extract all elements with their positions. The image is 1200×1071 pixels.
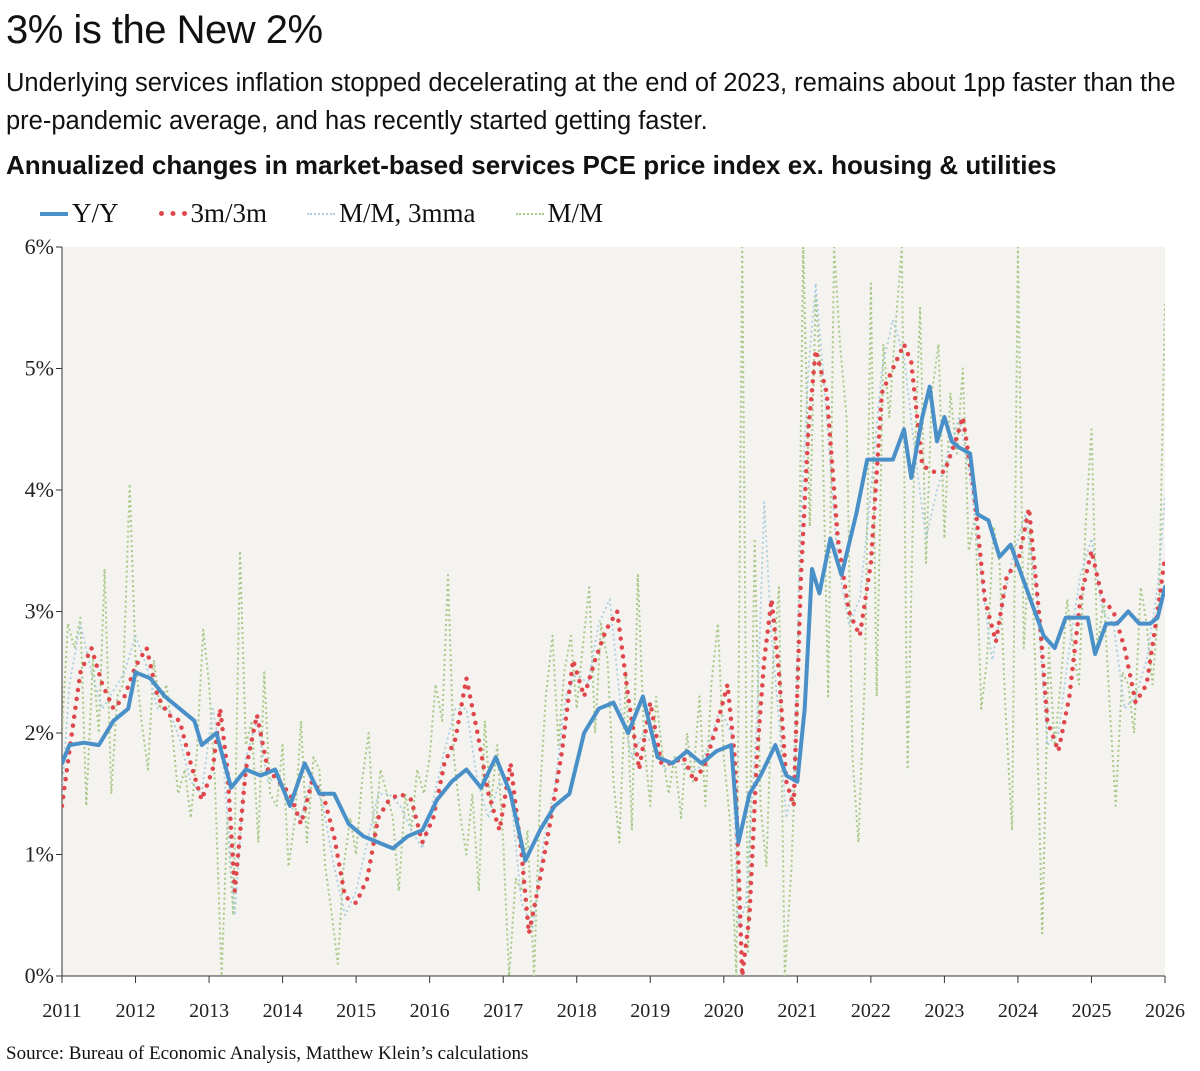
series-mma-line xyxy=(62,282,1165,929)
x-tick-label: 2019 xyxy=(630,1000,670,1022)
x-tick-label: 2015 xyxy=(336,1000,376,1022)
x-tick-label: 2018 xyxy=(557,1000,597,1022)
y-tick-label: 0% xyxy=(25,963,54,988)
y-tick-label: 3% xyxy=(25,599,54,624)
legend-swatch-yy xyxy=(40,211,68,216)
legend-item-3m: 3m/3m xyxy=(158,198,268,229)
series-yy-line xyxy=(62,384,1165,863)
x-tick-label: 2017 xyxy=(483,1000,523,1022)
legend-label-yy: Y/Y xyxy=(72,198,119,228)
plot-background xyxy=(62,247,1165,976)
x-tick-label: 2014 xyxy=(263,1000,303,1022)
x-tick-label: 2026 xyxy=(1145,1000,1185,1022)
legend-label-mm: M/M xyxy=(547,198,604,228)
x-tick-label: 2024 xyxy=(998,1000,1038,1022)
legend-swatch-mma xyxy=(307,212,336,215)
chart-legend: Y/Y 3m/3m M/M, 3mma M/M xyxy=(40,198,603,229)
chart-title: Annualized changes in market-based servi… xyxy=(6,150,1057,180)
legend-label-mma: M/M, 3mma xyxy=(339,198,476,228)
x-tick-label: 2011 xyxy=(42,1000,81,1022)
legend-swatch-3m xyxy=(158,211,187,216)
x-tick-label: 2022 xyxy=(851,1000,891,1022)
x-tick-label: 2012 xyxy=(116,1000,156,1022)
x-tick-label: 2016 xyxy=(410,1000,450,1022)
page-title: 3% is the New 2% xyxy=(6,8,323,52)
x-tick-label: 2025 xyxy=(1071,1000,1111,1022)
y-tick-label: 6% xyxy=(25,234,54,259)
legend-label-3m: 3m/3m xyxy=(190,198,268,228)
y-tick-label: 5% xyxy=(25,356,54,381)
x-tick-label: 2021 xyxy=(777,1000,817,1022)
x-tick-label: 2020 xyxy=(704,1000,744,1022)
page-subtitle: Underlying services inflation stopped de… xyxy=(6,69,1176,135)
legend-item-mm: M/M xyxy=(515,198,604,229)
legend-item-mma: M/M, 3mma xyxy=(307,198,476,229)
legend-item-yy: Y/Y xyxy=(40,198,119,229)
legend-swatch-mm xyxy=(515,212,544,215)
x-tick-label: 2023 xyxy=(924,1000,964,1022)
source-note: Source: Bureau of Economic Analysis, Mat… xyxy=(6,1043,529,1064)
y-tick-label: 2% xyxy=(25,720,54,745)
series-mm-line xyxy=(62,247,1165,976)
y-tick-label: 1% xyxy=(25,842,54,867)
y-tick-label: 4% xyxy=(25,477,54,502)
x-tick-label: 2013 xyxy=(189,1000,229,1022)
